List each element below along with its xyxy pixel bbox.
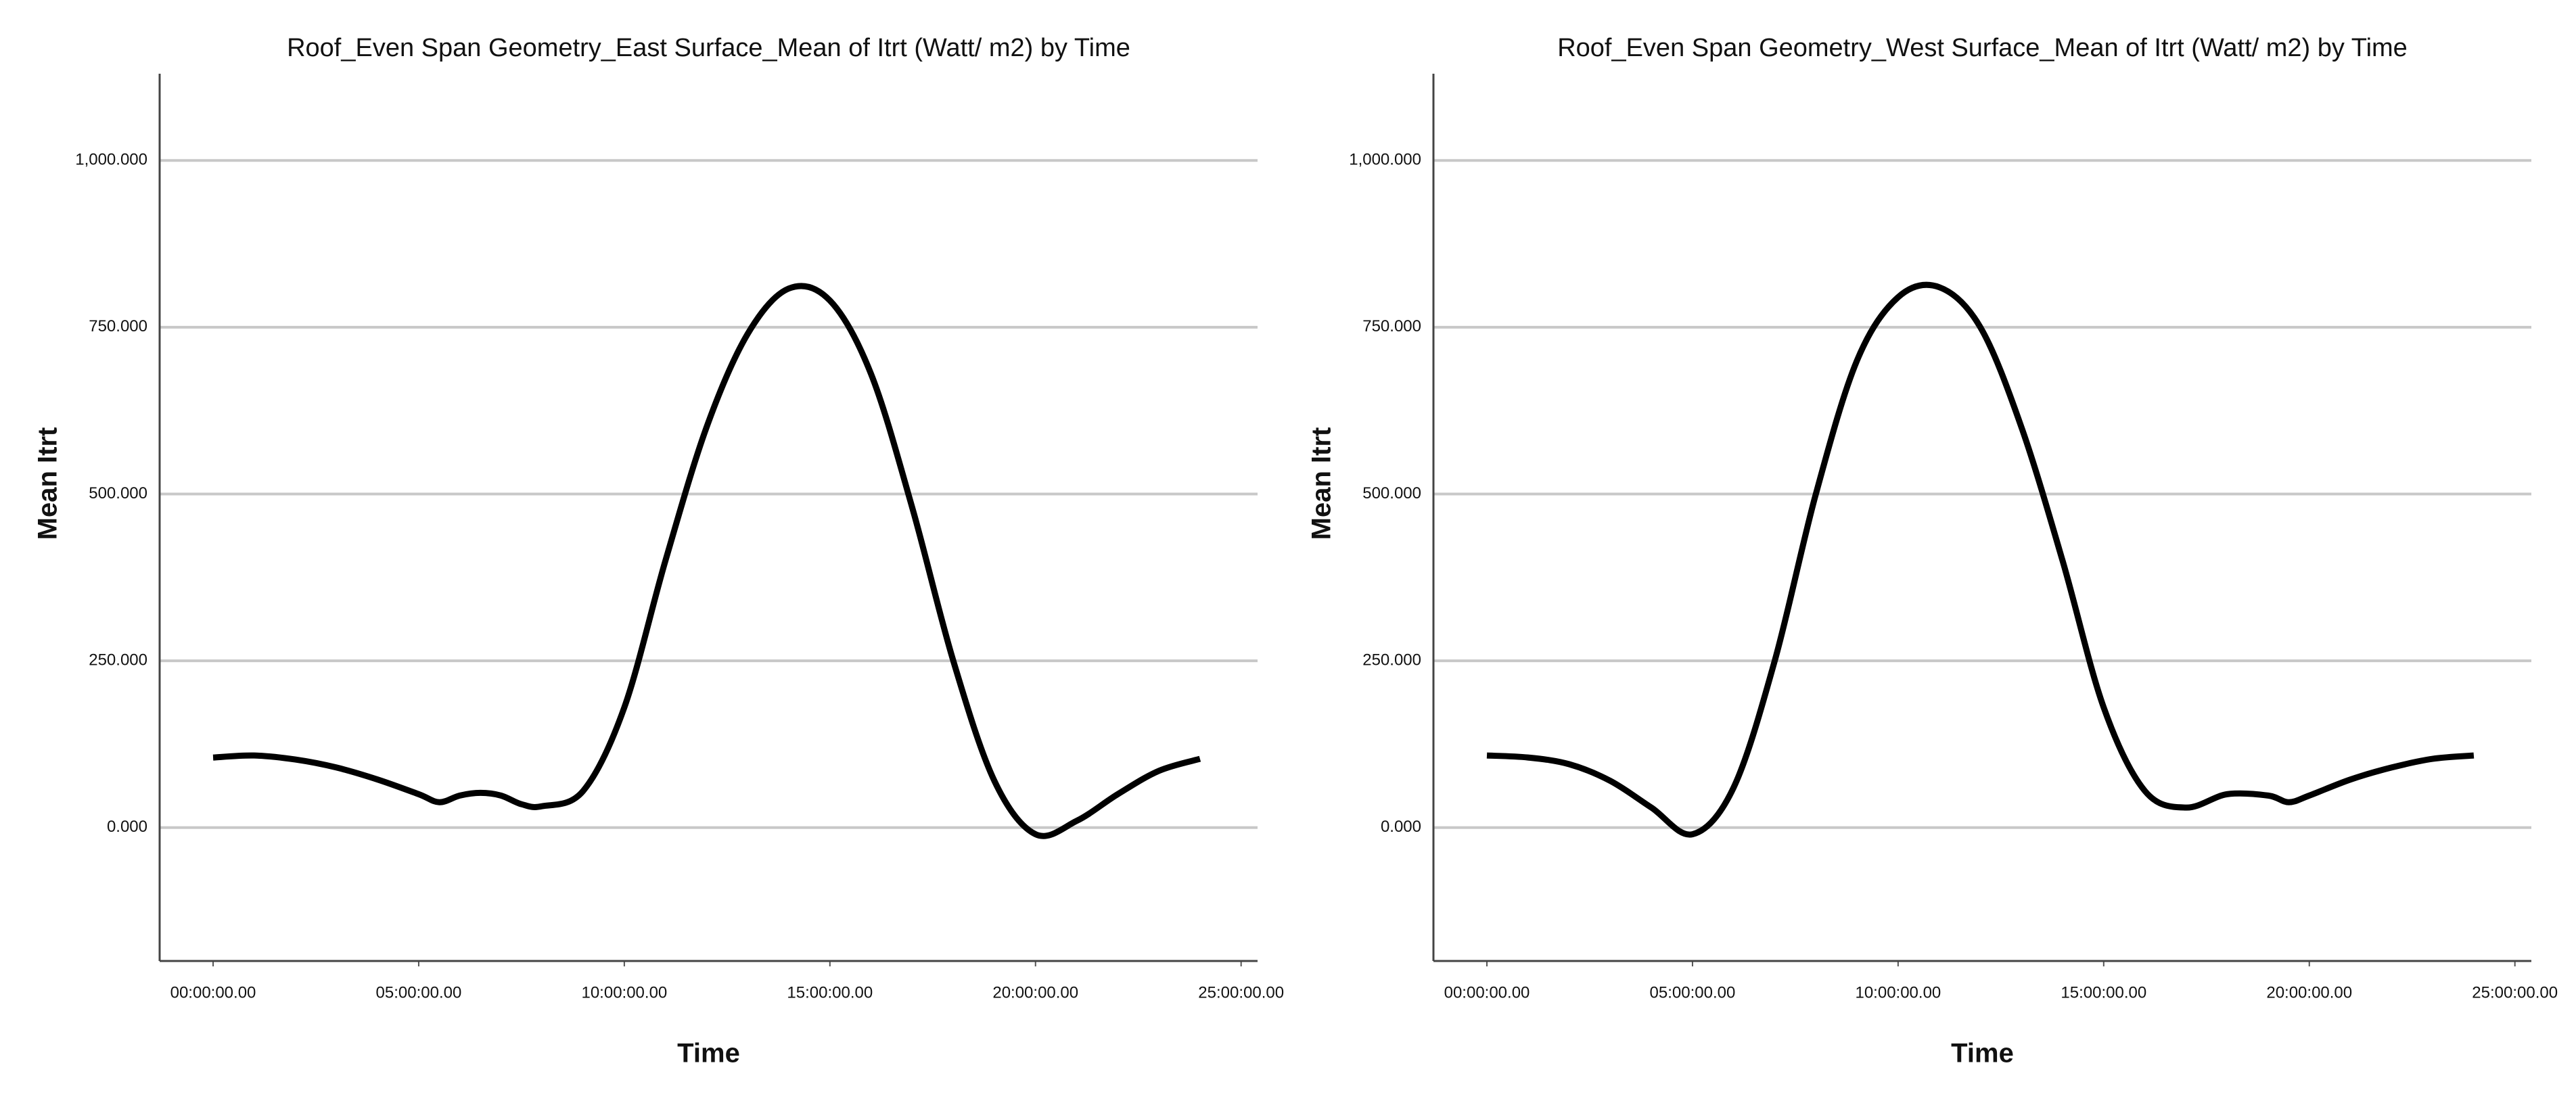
x-tick-label: 20:00:00.00: [2266, 983, 2352, 1002]
y-tick-label: 750.000: [89, 317, 147, 335]
y-tick-label: 0.000: [107, 818, 147, 836]
y-axis-title: Mean Itrt: [1307, 427, 1337, 540]
x-tick-label: 00:00:00.00: [170, 983, 256, 1002]
chart-title: Roof_Even Span Geometry_East Surface_Mea…: [287, 34, 1130, 62]
x-tick-label: 15:00:00.00: [787, 983, 873, 1002]
y-tick-label: 250.000: [1362, 651, 1421, 669]
x-tick-label: 05:00:00.00: [376, 983, 462, 1002]
x-tick-label: 00:00:00.00: [1444, 983, 1530, 1002]
y-tick-label: 500.000: [1362, 484, 1421, 502]
x-tick-label: 10:00:00.00: [1855, 983, 1941, 1002]
y-axis-title: Mean Itrt: [33, 427, 63, 540]
y-tick-label: 0.000: [1381, 818, 1421, 836]
x-tick-label: 25:00:00.00: [1198, 983, 1284, 1002]
x-tick-label: 15:00:00.00: [2061, 983, 2146, 1002]
x-tick-label: 05:00:00.00: [1650, 983, 1736, 1002]
y-tick-label: 500.000: [89, 484, 147, 502]
x-tick-label: 10:00:00.00: [581, 983, 667, 1002]
x-axis-title: Time: [677, 1039, 740, 1069]
chart-title: Roof_Even Span Geometry_West Surface_Mea…: [1557, 34, 2408, 62]
y-tick-label: 250.000: [89, 651, 147, 669]
y-tick-label: 1,000.000: [75, 151, 147, 169]
x-tick-label: 20:00:00.00: [992, 983, 1078, 1002]
x-tick-label: 25:00:00.00: [2472, 983, 2558, 1002]
y-tick-label: 750.000: [1362, 317, 1421, 335]
data-line: [212, 283, 1201, 839]
data-line: [1486, 281, 2475, 838]
x-axis-title: Time: [1951, 1039, 2014, 1069]
y-tick-label: 1,000.000: [1349, 151, 1421, 169]
